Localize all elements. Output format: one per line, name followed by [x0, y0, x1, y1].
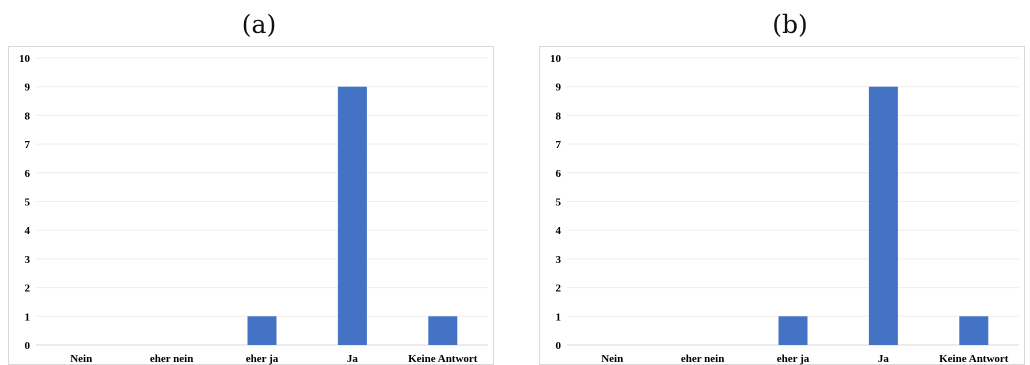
y-tick-label-a-7: 7 [25, 139, 31, 151]
x-tick-label-a-3: Ja [347, 353, 359, 365]
y-tick-label-b-4: 4 [556, 225, 562, 237]
y-tick-label-b-3: 3 [556, 254, 562, 266]
x-tick-label-b-1: eher nein [681, 353, 725, 365]
x-tick-label-b-4: Keine Antwort [939, 353, 1009, 365]
y-tick-label-b-9: 9 [556, 82, 562, 94]
bar-b-4 [959, 316, 989, 345]
bar-a-2 [247, 316, 277, 345]
chart-title-b: (b) [772, 10, 808, 39]
bar-a-3 [337, 86, 367, 345]
y-tick-label-b-0: 0 [556, 340, 562, 352]
x-tick-label-a-2: eher ja [246, 353, 279, 365]
y-tick-label-b-2: 2 [556, 283, 562, 295]
y-tick-label-b-5: 5 [556, 197, 562, 209]
x-tick-label-a-1: eher nein [150, 353, 194, 365]
y-tick-label-a-3: 3 [25, 254, 31, 266]
y-tick-label-a-6: 6 [25, 168, 31, 180]
y-tick-label-a-8: 8 [25, 110, 31, 122]
x-tick-label-b-2: eher ja [777, 353, 810, 365]
y-tick-label-a-10: 10 [19, 53, 31, 65]
y-tick-label-a-9: 9 [25, 82, 31, 94]
chart-frame-b [539, 46, 1025, 365]
x-tick-label-b-0: Nein [601, 353, 623, 365]
bar-b-3 [868, 86, 898, 345]
y-tick-label-a-2: 2 [25, 283, 31, 295]
x-tick-label-b-3: Ja [878, 353, 890, 365]
x-tick-label-a-4: Keine Antwort [408, 353, 478, 365]
y-tick-label-a-1: 1 [25, 311, 31, 323]
y-tick-label-b-7: 7 [556, 139, 562, 151]
y-tick-label-b-6: 6 [556, 168, 562, 180]
y-tick-label-b-8: 8 [556, 110, 562, 122]
bar-chart-b: 0 1 2 3 4 5 6 7 8 9 10 Nein eher nein eher ja Ja Keine … [539, 46, 1025, 365]
bar-chart-a: 0 1 2 3 4 5 6 7 8 9 10 Nein eher nein eher ja Ja Keine … [8, 46, 494, 365]
chart-title-a: (a) [241, 10, 277, 39]
y-tick-label-a-4: 4 [25, 225, 31, 237]
chart-frame-a [8, 46, 494, 365]
x-tick-label-a-0: Nein [70, 353, 92, 365]
y-tick-label-b-1: 1 [556, 311, 562, 323]
y-tick-label-b-10: 10 [550, 53, 562, 65]
y-tick-label-a-0: 0 [25, 340, 31, 352]
bar-b-2 [778, 316, 808, 345]
bar-a-4 [428, 316, 458, 345]
y-tick-label-a-5: 5 [25, 197, 31, 209]
